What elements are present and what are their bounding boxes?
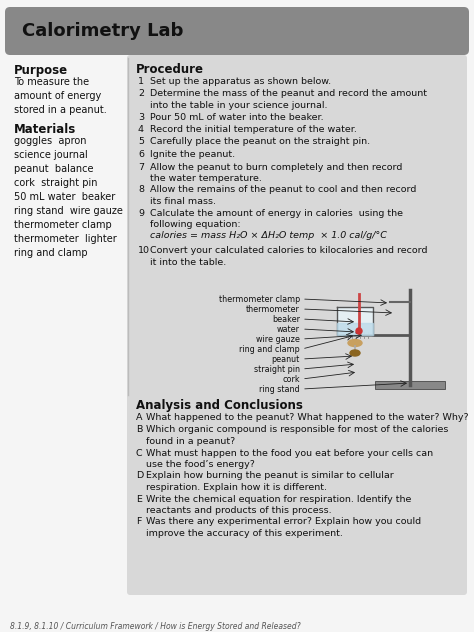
Text: C: C xyxy=(136,449,143,458)
Text: calories = mass H₂O × ΔH₂O temp  × 1.0 cal/g/°C: calories = mass H₂O × ΔH₂O temp × 1.0 ca… xyxy=(150,231,387,241)
Text: straight pin: straight pin xyxy=(254,365,300,374)
Text: F: F xyxy=(136,518,141,526)
Text: Set up the apparatus as shown below.: Set up the apparatus as shown below. xyxy=(150,77,331,86)
Text: Allow the peanut to burn completely and then record
the water temperature.: Allow the peanut to burn completely and … xyxy=(150,162,402,183)
Text: A: A xyxy=(136,413,143,422)
Text: peanut: peanut xyxy=(272,355,300,363)
Text: Convert your calculated calories to kilocalories and record
it into the table.: Convert your calculated calories to kilo… xyxy=(150,246,428,267)
Text: Purpose: Purpose xyxy=(14,64,68,77)
Text: Was there any experimental error? Explain how you could
improve the accuracy of : Was there any experimental error? Explai… xyxy=(146,518,421,538)
Text: What must happen to the food you eat before your cells can
use the food’s energy: What must happen to the food you eat bef… xyxy=(146,449,433,470)
Ellipse shape xyxy=(350,350,360,356)
Text: 3: 3 xyxy=(138,112,144,121)
Text: Allow the remains of the peanut to cool and then record
its final mass.: Allow the remains of the peanut to cool … xyxy=(150,186,416,206)
Text: 2: 2 xyxy=(138,90,144,99)
Text: To measure the
amount of energy
stored in a peanut.: To measure the amount of energy stored i… xyxy=(14,77,107,115)
Text: 9: 9 xyxy=(138,209,144,217)
Text: Write the chemical equation for respiration. Identify the
reactants and products: Write the chemical equation for respirat… xyxy=(146,494,411,515)
Text: E: E xyxy=(136,494,142,504)
Text: Determine the mass of the peanut and record the amount
into the table in your sc: Determine the mass of the peanut and rec… xyxy=(150,90,427,111)
Circle shape xyxy=(356,328,362,334)
Ellipse shape xyxy=(348,339,362,346)
Text: Materials: Materials xyxy=(14,123,76,136)
Text: Explain how burning the peanut is similar to cellular
respiration. Explain how i: Explain how burning the peanut is simila… xyxy=(146,471,394,492)
Text: Procedure: Procedure xyxy=(136,63,204,76)
Text: D: D xyxy=(136,471,143,480)
Polygon shape xyxy=(337,307,373,335)
Text: B: B xyxy=(136,425,142,435)
Text: 7: 7 xyxy=(138,162,144,171)
FancyBboxPatch shape xyxy=(127,55,467,398)
Text: wire gauze: wire gauze xyxy=(256,334,300,344)
Text: Carefully place the peanut on the straight pin.: Carefully place the peanut on the straig… xyxy=(150,138,370,147)
Text: What happened to the peanut? What happened to the water? Why?: What happened to the peanut? What happen… xyxy=(146,413,469,422)
Text: 1: 1 xyxy=(138,77,144,86)
FancyBboxPatch shape xyxy=(375,381,445,389)
Text: Pour 50 mL of water into the beaker.: Pour 50 mL of water into the beaker. xyxy=(150,112,324,121)
Text: water: water xyxy=(277,324,300,334)
Text: 8.1.9, 8.1.10 / Curriculum Framework / How is Energy Stored and Released?
Indian: 8.1.9, 8.1.10 / Curriculum Framework / H… xyxy=(10,622,301,632)
Text: ring and clamp: ring and clamp xyxy=(239,344,300,353)
Text: goggles  apron
science journal
peanut  balance
cork  straight pin
50 mL water  b: goggles apron science journal peanut bal… xyxy=(14,136,123,258)
Text: Record the initial temperature of the water.: Record the initial temperature of the wa… xyxy=(150,125,357,134)
Text: thermometer: thermometer xyxy=(246,305,300,313)
Text: beaker: beaker xyxy=(272,315,300,324)
FancyBboxPatch shape xyxy=(127,394,467,595)
Text: Ignite the peanut.: Ignite the peanut. xyxy=(150,150,235,159)
Text: Calorimetry Lab: Calorimetry Lab xyxy=(22,22,183,40)
Text: 8: 8 xyxy=(138,186,144,195)
Text: 5: 5 xyxy=(138,138,144,147)
Text: thermometer clamp: thermometer clamp xyxy=(219,295,300,303)
Text: 4: 4 xyxy=(138,125,144,134)
FancyBboxPatch shape xyxy=(5,7,469,55)
Text: ring stand: ring stand xyxy=(259,384,300,394)
Text: Calculate the amount of energy in calories  using the
following equation:: Calculate the amount of energy in calori… xyxy=(150,209,403,229)
Text: 10: 10 xyxy=(138,246,150,255)
Text: Analysis and Conclusions: Analysis and Conclusions xyxy=(136,399,303,412)
Text: cork: cork xyxy=(283,375,300,384)
Polygon shape xyxy=(337,323,373,335)
Text: 6: 6 xyxy=(138,150,144,159)
Text: Which organic compound is responsible for most of the calories
found in a peanut: Which organic compound is responsible fo… xyxy=(146,425,448,446)
